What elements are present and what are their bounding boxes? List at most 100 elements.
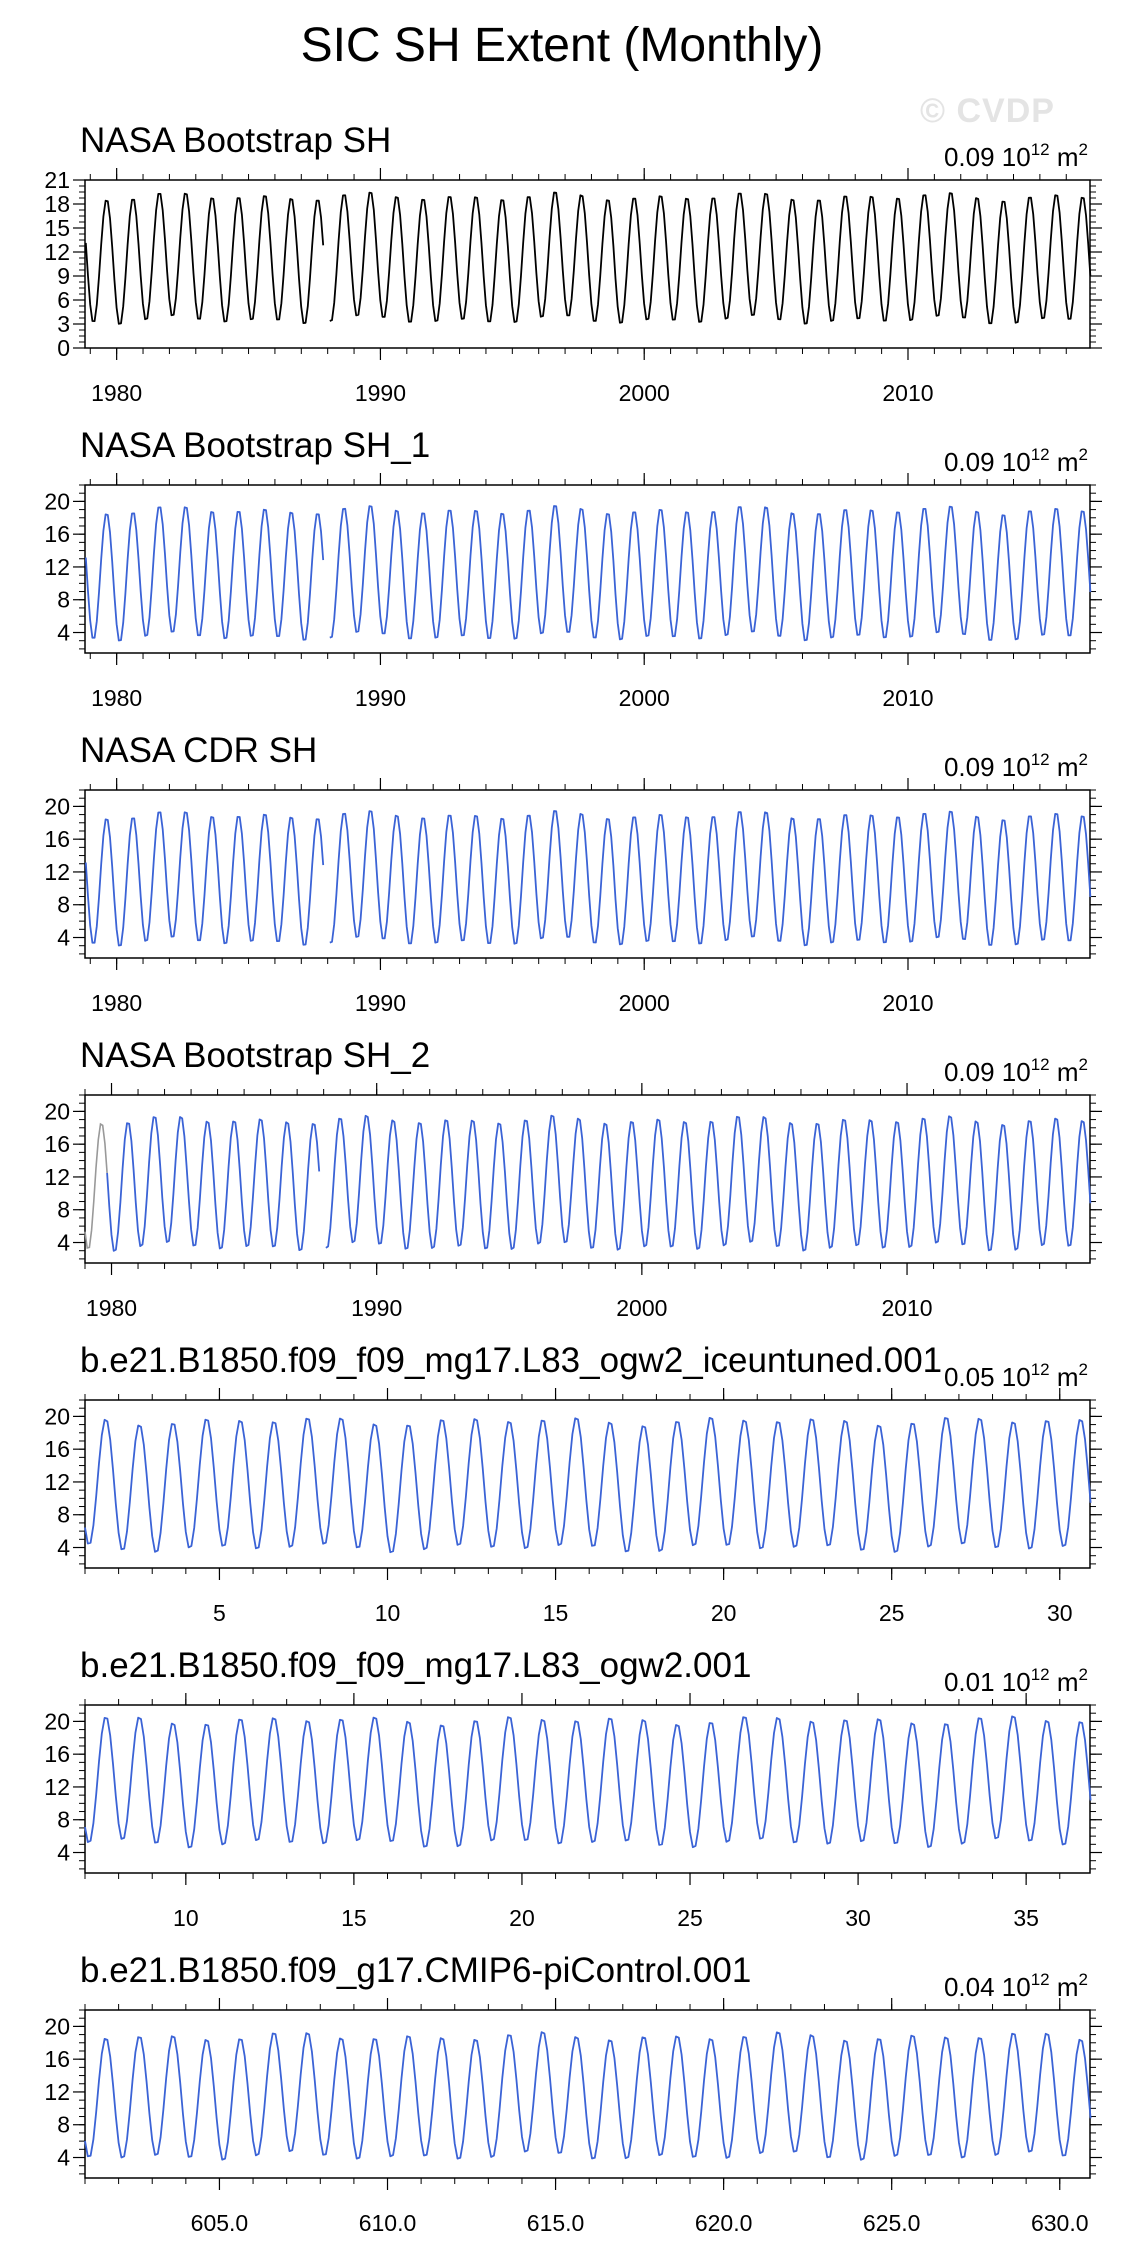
x-tick-label: 25 bbox=[677, 1905, 703, 1931]
stat-value: 0.09 bbox=[944, 1057, 1002, 1087]
x-tick-label: 1990 bbox=[355, 990, 406, 1016]
y-tick-label: 8 bbox=[57, 1502, 70, 1528]
y-tick-label: 12 bbox=[44, 554, 70, 580]
stat-unit-tail-exp: 2 bbox=[1079, 1055, 1088, 1074]
stat-value: 0.01 bbox=[944, 1667, 1002, 1697]
stat-value: 0.04 bbox=[944, 1972, 1002, 2002]
panel-5: b.e21.B1850.f09_f09_mg17.L83_ogw2_iceunt… bbox=[44, 1341, 1102, 1626]
y-tick-label: 3 bbox=[57, 311, 70, 337]
stat-unit-tail: m bbox=[1050, 1362, 1079, 1392]
y-tick-label: 16 bbox=[44, 1131, 70, 1157]
panel-frame bbox=[84, 1094, 1091, 1264]
y-tick-label: 8 bbox=[57, 2112, 70, 2138]
panel-title: NASA Bootstrap SH_1 bbox=[80, 426, 430, 465]
y-tick-label: 4 bbox=[57, 2145, 70, 2171]
y-tick-label: 9 bbox=[57, 263, 70, 289]
stat-unit-tail-exp: 2 bbox=[1079, 445, 1088, 464]
y-tick-label: 8 bbox=[57, 1197, 70, 1223]
y-tick-label: 15 bbox=[44, 215, 70, 241]
stat-unit-tail-exp: 2 bbox=[1079, 1665, 1088, 1684]
stat-unit-base: 10 bbox=[1002, 1972, 1031, 2002]
panel-frame bbox=[84, 1399, 1091, 1569]
x-tick-label: 2000 bbox=[616, 1295, 667, 1321]
panel-frame bbox=[84, 789, 1091, 959]
y-tick-label: 4 bbox=[57, 620, 70, 646]
y-tick-label: 12 bbox=[44, 1469, 70, 1495]
stat-value: 0.09 bbox=[944, 752, 1002, 782]
series-line bbox=[84, 2031, 1092, 2161]
stat-unit-exp: 12 bbox=[1031, 750, 1050, 769]
x-tick-label: 15 bbox=[543, 1600, 569, 1626]
panel-frame bbox=[84, 1704, 1091, 1874]
x-tick-label: 1990 bbox=[355, 685, 406, 711]
stat-unit-tail: m bbox=[1050, 1667, 1079, 1697]
panel-stat: 0.01 1012 m2 bbox=[944, 1665, 1088, 1697]
y-tick-label: 16 bbox=[44, 1741, 70, 1767]
stat-value: 0.09 bbox=[944, 142, 1002, 172]
stat-unit-base: 10 bbox=[1002, 142, 1031, 172]
y-tick-label: 8 bbox=[57, 1807, 70, 1833]
x-tick-label: 1980 bbox=[91, 685, 142, 711]
series-line bbox=[84, 1715, 1092, 1849]
y-tick-label: 6 bbox=[57, 287, 70, 313]
stat-unit-tail-exp: 2 bbox=[1079, 1970, 1088, 1989]
x-tick-label: 2010 bbox=[882, 380, 933, 406]
panel-title: b.e21.B1850.f09_g17.CMIP6-piControl.001 bbox=[80, 1951, 751, 1990]
panel-2: NASA Bootstrap SH_1 0.09 1012 m2481216201… bbox=[44, 426, 1102, 711]
series-line-missing bbox=[84, 1122, 108, 1250]
y-tick-label: 20 bbox=[44, 793, 70, 819]
y-tick-label: 16 bbox=[44, 1436, 70, 1462]
x-tick-label: 2000 bbox=[619, 380, 670, 406]
panel-title: b.e21.B1850.f09_f09_mg17.L83_ogw2_iceunt… bbox=[80, 1341, 942, 1380]
panel-frame bbox=[84, 484, 1091, 654]
panel-stat: 0.09 1012 m2 bbox=[944, 445, 1088, 477]
x-tick-label: 1980 bbox=[91, 990, 142, 1016]
x-tick-label: 25 bbox=[879, 1600, 905, 1626]
y-tick-label: 8 bbox=[57, 587, 70, 613]
y-tick-label: 4 bbox=[57, 1535, 70, 1561]
x-tick-label: 20 bbox=[509, 1905, 535, 1931]
x-tick-label: 2000 bbox=[619, 685, 670, 711]
stat-unit-base: 10 bbox=[1002, 1667, 1031, 1697]
panel-stat: 0.09 1012 m2 bbox=[944, 750, 1088, 782]
stat-unit-exp: 12 bbox=[1031, 1665, 1050, 1684]
y-tick-label: 0 bbox=[57, 335, 70, 361]
y-tick-label: 20 bbox=[44, 2013, 70, 2039]
panel-4: NASA Bootstrap SH_2 0.09 1012 m2481216201… bbox=[44, 1036, 1102, 1321]
y-tick-label: 20 bbox=[44, 488, 70, 514]
x-tick-label: 10 bbox=[173, 1905, 199, 1931]
x-tick-label: 1990 bbox=[351, 1295, 402, 1321]
y-tick-label: 16 bbox=[44, 2046, 70, 2072]
y-tick-label: 12 bbox=[44, 2079, 70, 2105]
x-tick-label: 2010 bbox=[881, 1295, 932, 1321]
panel-stat: 0.05 1012 m2 bbox=[944, 1360, 1088, 1392]
y-tick-label: 12 bbox=[44, 859, 70, 885]
y-tick-label: 12 bbox=[44, 239, 70, 265]
y-tick-label: 4 bbox=[57, 1840, 70, 1866]
series-line bbox=[84, 505, 1092, 642]
x-tick-label: 1980 bbox=[91, 380, 142, 406]
panel-1: NASA Bootstrap SH 0.09 1012 m203691215182… bbox=[44, 121, 1102, 406]
stat-unit-exp: 12 bbox=[1031, 1055, 1050, 1074]
x-tick-label: 605.0 bbox=[191, 2210, 249, 2236]
panel-title: NASA Bootstrap SH bbox=[80, 121, 391, 160]
y-tick-label: 12 bbox=[44, 1774, 70, 1800]
x-tick-label: 2000 bbox=[619, 990, 670, 1016]
panel-6: b.e21.B1850.f09_f09_mg17.L83_ogw2.001 0.0… bbox=[44, 1646, 1102, 1931]
x-tick-label: 30 bbox=[845, 1905, 871, 1931]
x-tick-label: 1980 bbox=[86, 1295, 137, 1321]
y-tick-label: 18 bbox=[44, 191, 70, 217]
page-title: SIC SH Extent (Monthly) bbox=[300, 19, 824, 72]
stat-unit-base: 10 bbox=[1002, 752, 1031, 782]
x-tick-label: 625.0 bbox=[863, 2210, 921, 2236]
x-tick-label: 15 bbox=[341, 1905, 367, 1931]
panel-stat: 0.04 1012 m2 bbox=[944, 1970, 1088, 2002]
stat-unit-exp: 12 bbox=[1031, 1360, 1050, 1379]
stat-unit-tail-exp: 2 bbox=[1079, 140, 1088, 159]
stat-unit-base: 10 bbox=[1002, 1362, 1031, 1392]
x-tick-label: 5 bbox=[213, 1600, 226, 1626]
y-tick-label: 21 bbox=[44, 167, 70, 193]
panel-title: NASA Bootstrap SH_2 bbox=[80, 1036, 430, 1075]
